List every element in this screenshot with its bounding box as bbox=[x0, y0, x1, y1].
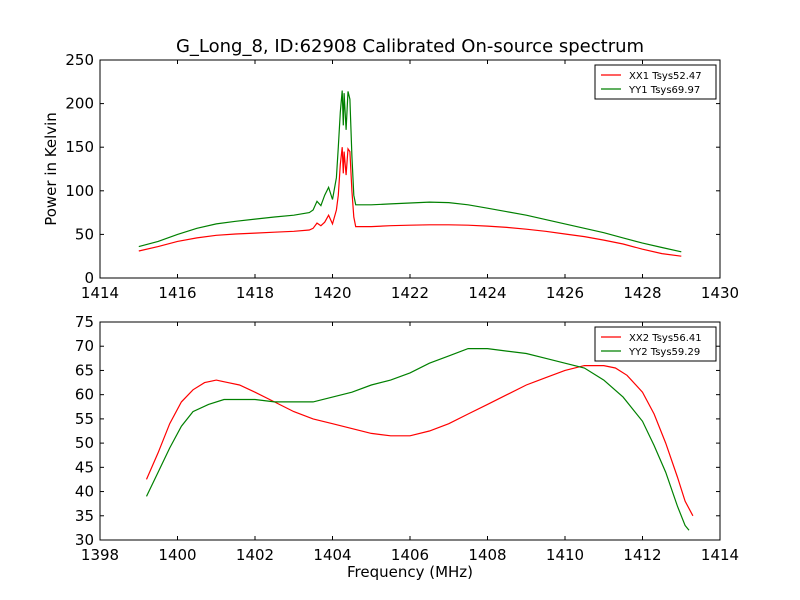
lower-ytick-label: 35 bbox=[75, 507, 94, 525]
lower-ytick-label: 40 bbox=[75, 483, 94, 501]
upper-ytick-label: 150 bbox=[65, 138, 94, 156]
lower-ytick-label: 55 bbox=[75, 410, 94, 428]
lower-ytick-label: 45 bbox=[75, 458, 94, 476]
lower-xtick-label: 1402 bbox=[236, 546, 274, 564]
lower-legend-box bbox=[594, 326, 717, 362]
upper-series-1-line bbox=[138, 147, 682, 257]
lower-xtick-label: 1414 bbox=[701, 546, 739, 564]
upper-legend-label: YY1 Tsys69.97 bbox=[628, 85, 700, 96]
upper-xtick-label: 1414 bbox=[81, 284, 119, 302]
upper-ytick-label: 200 bbox=[65, 95, 94, 113]
lower-plot-xlabel: Frequency (MHz) bbox=[347, 563, 473, 581]
lower-xtick-label: 1400 bbox=[158, 546, 196, 564]
upper-xtick-label: 1416 bbox=[158, 284, 196, 302]
upper-xtick-label: 1426 bbox=[546, 284, 584, 302]
lower-ytick-label: 60 bbox=[75, 386, 94, 404]
upper-xtick-label: 1418 bbox=[236, 284, 274, 302]
upper-legend-box bbox=[594, 64, 717, 100]
lower-xtick-label: 1404 bbox=[313, 546, 351, 564]
lower-plot-legend: XX2 Tsys56.41 YY2 Tsys59.29 bbox=[594, 326, 717, 362]
lower-xtick-label: 1412 bbox=[623, 546, 661, 564]
lower-series-2-line bbox=[145, 348, 690, 531]
upper-xtick-label: 1424 bbox=[468, 284, 506, 302]
upper-ytick-label: 250 bbox=[65, 51, 94, 69]
lower-ytick-label: 75 bbox=[75, 313, 94, 331]
lower-xtick-label: 1410 bbox=[546, 546, 584, 564]
upper-legend-label: XX1 Tsys52.47 bbox=[629, 71, 702, 82]
upper-series-2-line bbox=[138, 90, 682, 253]
lower-xtick-label: 1398 bbox=[81, 546, 119, 564]
lower-plot: 1398 1400 1402 1404 1406 1408 1410 1412 1414 30 35… bbox=[75, 313, 739, 581]
lower-ytick-label: 65 bbox=[75, 361, 94, 379]
upper-ytick-label: 50 bbox=[75, 225, 94, 243]
upper-plot: 1414 1416 1418 1420 1422 1424 1426 1428 1430 0 50 1… bbox=[42, 51, 739, 302]
upper-xtick-label: 1430 bbox=[701, 284, 739, 302]
lower-legend-label: YY2 Tsys59.29 bbox=[628, 347, 700, 358]
lower-legend-label: XX2 Tsys56.41 bbox=[629, 333, 702, 344]
upper-ytick-label: 0 bbox=[84, 269, 94, 287]
upper-xtick-label: 1422 bbox=[391, 284, 429, 302]
lower-ytick-label: 30 bbox=[75, 531, 94, 549]
lower-xtick-label: 1406 bbox=[391, 546, 429, 564]
lower-series-1-line bbox=[145, 365, 694, 517]
lower-ytick-label: 50 bbox=[75, 434, 94, 452]
upper-plot-ylabel: Power in Kelvin bbox=[42, 112, 60, 226]
figure-title: G_Long_8, ID:62908 Calibrated On-source … bbox=[176, 36, 644, 57]
lower-xtick-label: 1408 bbox=[468, 546, 506, 564]
upper-plot-legend: XX1 Tsys52.47 YY1 Tsys69.97 bbox=[594, 64, 717, 100]
upper-ytick-label: 100 bbox=[65, 182, 94, 200]
upper-xtick-label: 1420 bbox=[313, 284, 351, 302]
upper-xtick-label: 1428 bbox=[623, 284, 661, 302]
lower-ytick-label: 70 bbox=[75, 337, 94, 355]
